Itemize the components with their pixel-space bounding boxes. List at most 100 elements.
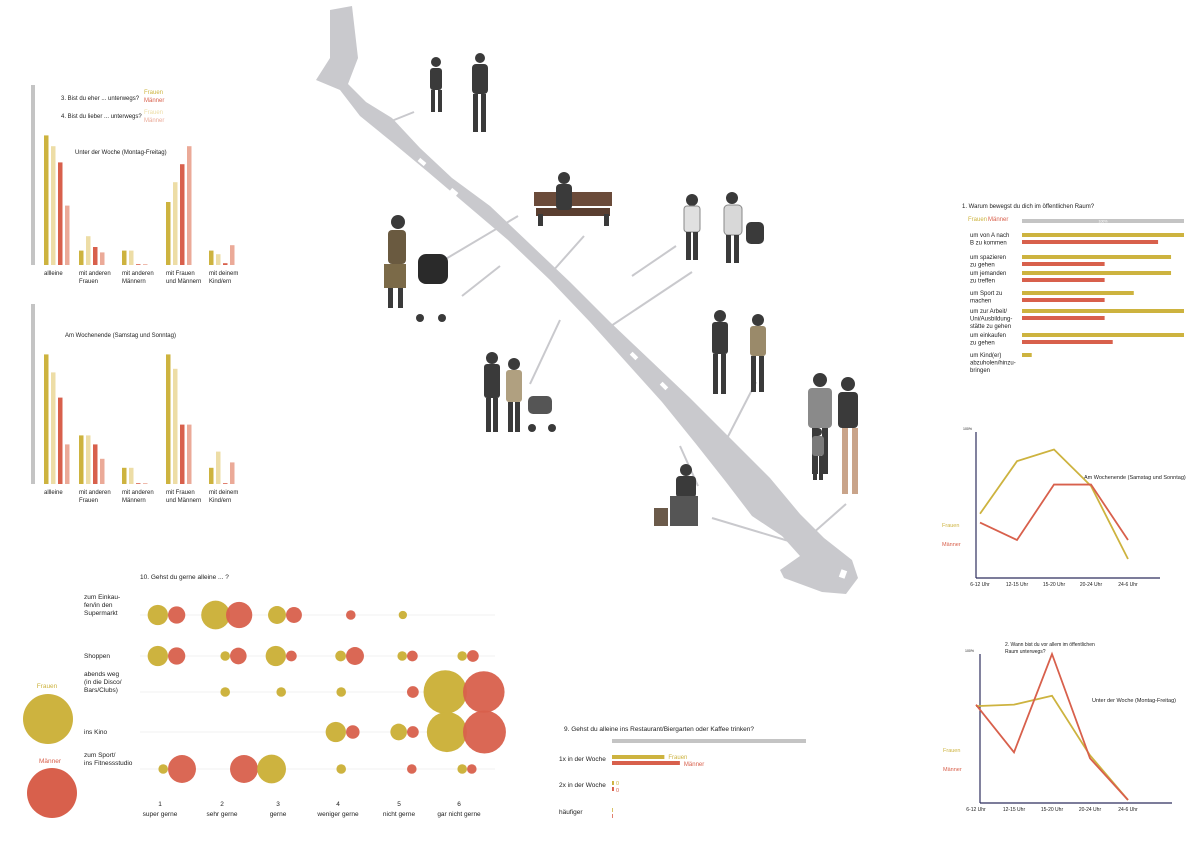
q4-maenner-label: Männer: [144, 118, 164, 124]
bar-frauen: [1022, 255, 1172, 259]
legend-maenner: Männer: [942, 542, 961, 548]
bubble-frauen: [158, 764, 168, 774]
street-map: [316, 6, 858, 594]
bar: [230, 462, 235, 484]
bar: [209, 467, 214, 484]
bubble-maenner: [407, 764, 417, 774]
bubble-maenner: [230, 647, 247, 665]
category-label: bringen: [970, 368, 990, 374]
category-label: zu gehen: [970, 341, 995, 347]
chart-warum: 1. Warum bewegst du dich im öffentlichen…: [962, 204, 1184, 374]
x-tick-label: 20-24 Uhr: [1080, 582, 1103, 588]
q4-label: 4. Bist du lieber ... unterwegs?: [61, 114, 142, 120]
column-label: sehr gerne: [206, 811, 237, 818]
bar-maenner: [1022, 240, 1159, 244]
category-label: abzuholen/hinzu-: [970, 361, 1016, 367]
category-label: um zur Arbeit/: [970, 309, 1007, 315]
column-label: weniger gerne: [316, 811, 359, 818]
bar: [51, 146, 56, 265]
bar: [122, 250, 127, 265]
bar: [223, 483, 228, 484]
value-label-maenner: 0: [616, 788, 619, 794]
x-tick-label: 24-6 Uhr: [1118, 582, 1138, 588]
bench-photo: [534, 172, 612, 226]
bubble-maenner: [463, 671, 505, 713]
couple-photo: [712, 310, 766, 394]
bar: [166, 354, 171, 484]
series-label-maenner: Männer: [684, 762, 704, 768]
bar: [44, 135, 49, 265]
bubble-frauen: [335, 650, 346, 662]
y-max-label: 100%: [963, 427, 972, 431]
bubble-frauen: [423, 670, 468, 714]
bar: [122, 467, 127, 484]
tick-label: mit anderen: [79, 490, 111, 496]
row-label: zum Sport/: [84, 752, 116, 759]
category-label: um Sport zu: [970, 291, 1002, 297]
connector-line: [551, 235, 585, 273]
category-label: um jemanden: [970, 271, 1006, 277]
row-label: fen/in den: [84, 602, 113, 609]
column-label: gerne: [270, 811, 287, 818]
bar-frauen: [612, 755, 665, 759]
column-number: 4: [336, 801, 340, 808]
tick-label: Männern: [122, 498, 146, 504]
tick-label: Männern: [122, 279, 146, 285]
seated-person-photo: [654, 464, 698, 526]
people-photos: [384, 53, 858, 526]
bubble-maenner: [230, 755, 258, 783]
tick-label: mit anderen: [79, 271, 111, 277]
street-marking: [417, 157, 427, 167]
street-markings: [417, 157, 848, 579]
chart-title: 10. Gehst du gerne alleine ... ?: [140, 574, 229, 581]
bar-frauen: [1022, 333, 1184, 337]
woman-with-stroller-photo: [384, 215, 448, 322]
row-label: Bars/Clubs): [84, 687, 118, 694]
bubble-maenner: [168, 755, 196, 783]
bar-frauen: [612, 808, 613, 812]
series-label-frauen: Frauen: [668, 755, 687, 761]
bubble-maenner: [346, 725, 360, 739]
chart-title-line-2: Raum unterwegs?: [1005, 649, 1046, 655]
connector-line: [631, 245, 677, 277]
category-label: 1x in der Woche: [559, 756, 606, 763]
bar: [173, 182, 178, 265]
bar: [100, 252, 105, 265]
bar: [93, 444, 98, 484]
bar: [230, 245, 235, 265]
bar: [223, 263, 228, 265]
tick-label: Kind/ern: [209, 498, 231, 504]
bar: [100, 458, 105, 484]
bar-maenner: [1022, 298, 1105, 302]
bubble-maenner: [407, 650, 418, 662]
legend-frauen: Frauen: [943, 748, 960, 754]
bar-frauen: [1022, 353, 1032, 357]
bubble-maenner: [168, 606, 186, 624]
chart-title: Unter der Woche (Montag-Freitag): [75, 150, 167, 156]
x-tick-label: 15-20 Uhr: [1043, 582, 1066, 588]
top-legend: 3. Bist du eher ... unterwegs? Frauen Mä…: [61, 90, 164, 124]
bar: [143, 264, 148, 265]
bubble-maenner: [467, 650, 479, 662]
bar: [136, 264, 141, 265]
row-label: abends weg: [84, 671, 119, 678]
bar-maenner: [1022, 278, 1105, 282]
bubble-maenner: [407, 686, 419, 698]
connector-line: [711, 517, 793, 543]
bubble-frauen: [276, 687, 287, 697]
bar: [129, 467, 134, 484]
bar-frauen: [1022, 309, 1184, 313]
tick-label: mit anderen: [122, 490, 154, 496]
tick-label: Frauen: [79, 498, 98, 504]
bar: [86, 236, 91, 265]
bubble-frauen: [390, 723, 407, 741]
connector-line: [461, 265, 501, 297]
bar: [44, 354, 49, 484]
tick-label: und Männern: [166, 498, 201, 504]
category-label: um spazieren: [970, 255, 1006, 261]
row-label: ins Kino: [84, 729, 108, 736]
tick-label: mit deinem: [209, 271, 238, 277]
bar: [216, 451, 221, 484]
street-marking: [629, 351, 639, 361]
